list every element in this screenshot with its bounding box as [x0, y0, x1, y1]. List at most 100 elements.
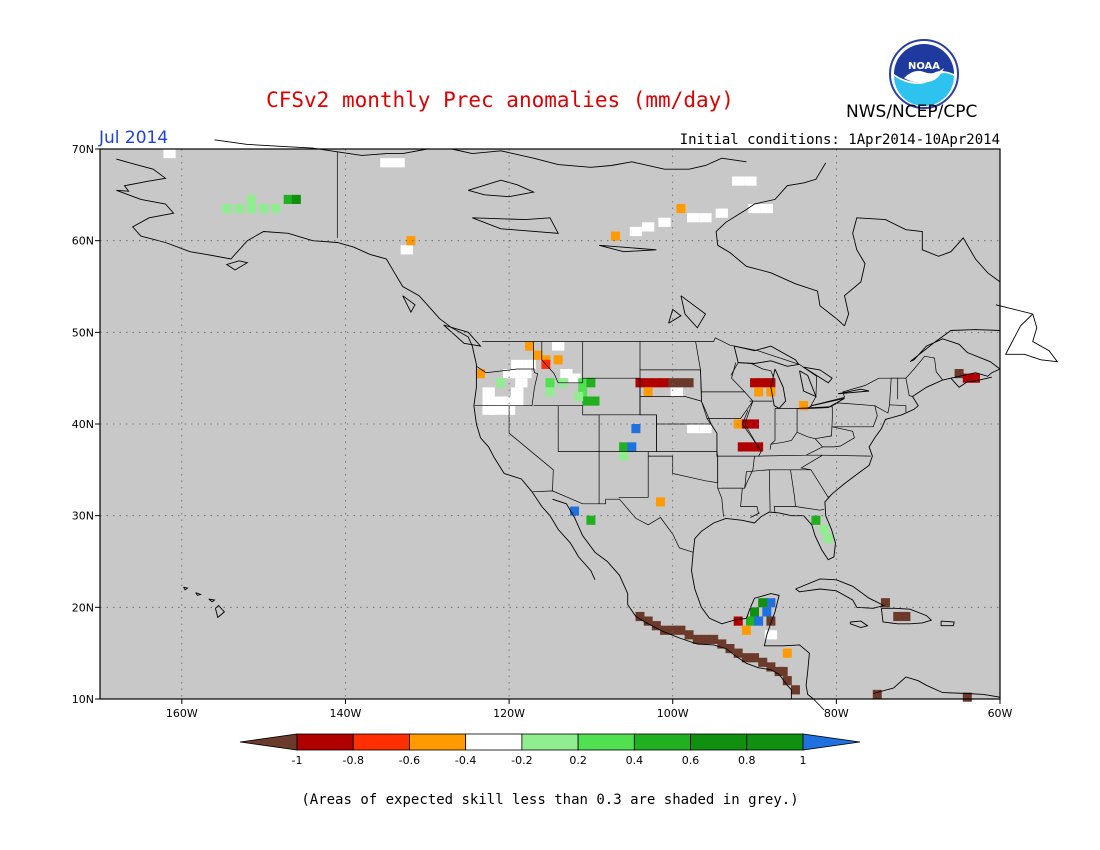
- anomaly-cell: [590, 396, 600, 406]
- coastline: [844, 217, 1001, 327]
- anomaly-cells: [163, 149, 980, 702]
- anomaly-cell: [758, 657, 768, 667]
- anomaly-cell: [651, 621, 661, 631]
- anomaly-cell: [692, 634, 702, 644]
- anomaly-cell: [582, 396, 592, 406]
- colorbar-label: 1: [800, 754, 807, 767]
- coastline: [598, 244, 657, 253]
- anomaly-cell: [745, 616, 755, 626]
- anomaly-cell: [750, 419, 760, 429]
- border-line: [744, 469, 771, 512]
- colorbar-label: -0.8: [342, 754, 363, 767]
- anomaly-cell: [406, 236, 416, 246]
- white-cell: [490, 405, 503, 415]
- coastline: [225, 260, 249, 271]
- white-cell: [482, 396, 495, 406]
- white-cell: [511, 396, 524, 406]
- colorbar-box: [633, 733, 691, 751]
- anomaly-cell: [545, 387, 555, 397]
- anomaly-cell: [745, 442, 755, 452]
- coastline: [849, 620, 869, 628]
- anomaly-cell: [246, 204, 256, 214]
- border-line: [557, 405, 600, 504]
- anomaly-cell: [643, 387, 653, 397]
- anomaly-cell: [766, 387, 776, 397]
- lat-label: 30N: [72, 510, 94, 523]
- colorbar-box: [409, 733, 467, 751]
- anomaly-cell: [668, 378, 678, 388]
- white-cell: [523, 359, 536, 369]
- anomaly-cell: [541, 355, 551, 365]
- anomaly-cell: [643, 616, 653, 626]
- anomaly-cell: [496, 378, 506, 388]
- white-cell: [748, 204, 761, 214]
- colorbar-box: [352, 733, 410, 751]
- white-cell: [760, 204, 773, 214]
- coastline: [795, 578, 886, 609]
- coastline: [940, 620, 955, 627]
- coastline: [950, 376, 992, 388]
- white-cell: [699, 213, 712, 223]
- footnote: (Areas of expected skill less than 0.3 a…: [0, 792, 1100, 808]
- lat-label: 50N: [72, 326, 94, 339]
- coastline: [208, 598, 216, 603]
- map-frame: [95, 148, 1001, 704]
- lon-label: 80W: [824, 707, 849, 720]
- anomaly-cell: [586, 378, 596, 388]
- anomaly-cell: [586, 515, 596, 525]
- border-line: [889, 404, 907, 413]
- border-line: [476, 366, 535, 374]
- white-cell: [687, 213, 700, 223]
- coastline: [680, 295, 707, 329]
- anomaly-cell: [872, 689, 882, 699]
- border-line: [891, 377, 913, 397]
- anomaly-cell: [619, 451, 629, 461]
- border-line: [770, 408, 798, 445]
- footnote-text: (Areas of expected skill less than 0.3 a…: [301, 792, 799, 808]
- border-line: [482, 337, 943, 407]
- anomaly-cell: [475, 369, 485, 379]
- colorbar-box: [690, 733, 748, 751]
- anomaly-cell: [754, 616, 764, 626]
- coastline: [995, 304, 1059, 363]
- border-line: [874, 378, 892, 414]
- anomaly-cell: [750, 607, 760, 617]
- coastline: [472, 217, 559, 234]
- anomaly-cell: [635, 611, 645, 622]
- colorbar-box: [746, 733, 804, 751]
- anomaly-cell: [823, 534, 833, 544]
- border-line: [795, 506, 825, 511]
- colorbar-label: 0.8: [738, 754, 756, 767]
- anomaly-cell: [758, 378, 768, 388]
- anomaly-cell: [782, 676, 792, 686]
- white-cell: [715, 208, 728, 218]
- white-cell: [163, 149, 176, 159]
- anomaly-cell: [574, 391, 584, 402]
- border-line: [558, 377, 641, 416]
- anomaly-cell: [545, 378, 555, 388]
- anomaly-cell: [819, 524, 829, 534]
- anomaly-cell: [291, 194, 301, 204]
- colorbar-label: 0.2: [569, 754, 587, 767]
- anomaly-cell: [271, 204, 281, 214]
- anomaly-cell: [717, 639, 727, 649]
- colorbar-label: 0.6: [682, 754, 700, 767]
- white-cell: [744, 176, 757, 186]
- anomaly-cell: [631, 424, 641, 434]
- anomaly-cell: [709, 634, 719, 644]
- anomaly-cell: [778, 666, 788, 677]
- coastline: [880, 607, 933, 625]
- colorbar-label: 0.4: [626, 754, 644, 767]
- anomaly-cell: [700, 634, 710, 644]
- coastline: [443, 324, 482, 347]
- anomaly-cell: [234, 204, 244, 214]
- anomaly-cell: [259, 204, 269, 214]
- anomaly-cell: [627, 442, 637, 452]
- anomaly-cell: [676, 625, 686, 635]
- anomaly-cell: [660, 378, 670, 388]
- white-cell: [482, 405, 495, 415]
- border-line: [730, 362, 774, 378]
- border-line: [706, 418, 762, 457]
- lon-label: 100W: [657, 707, 689, 720]
- white-cell: [699, 424, 712, 434]
